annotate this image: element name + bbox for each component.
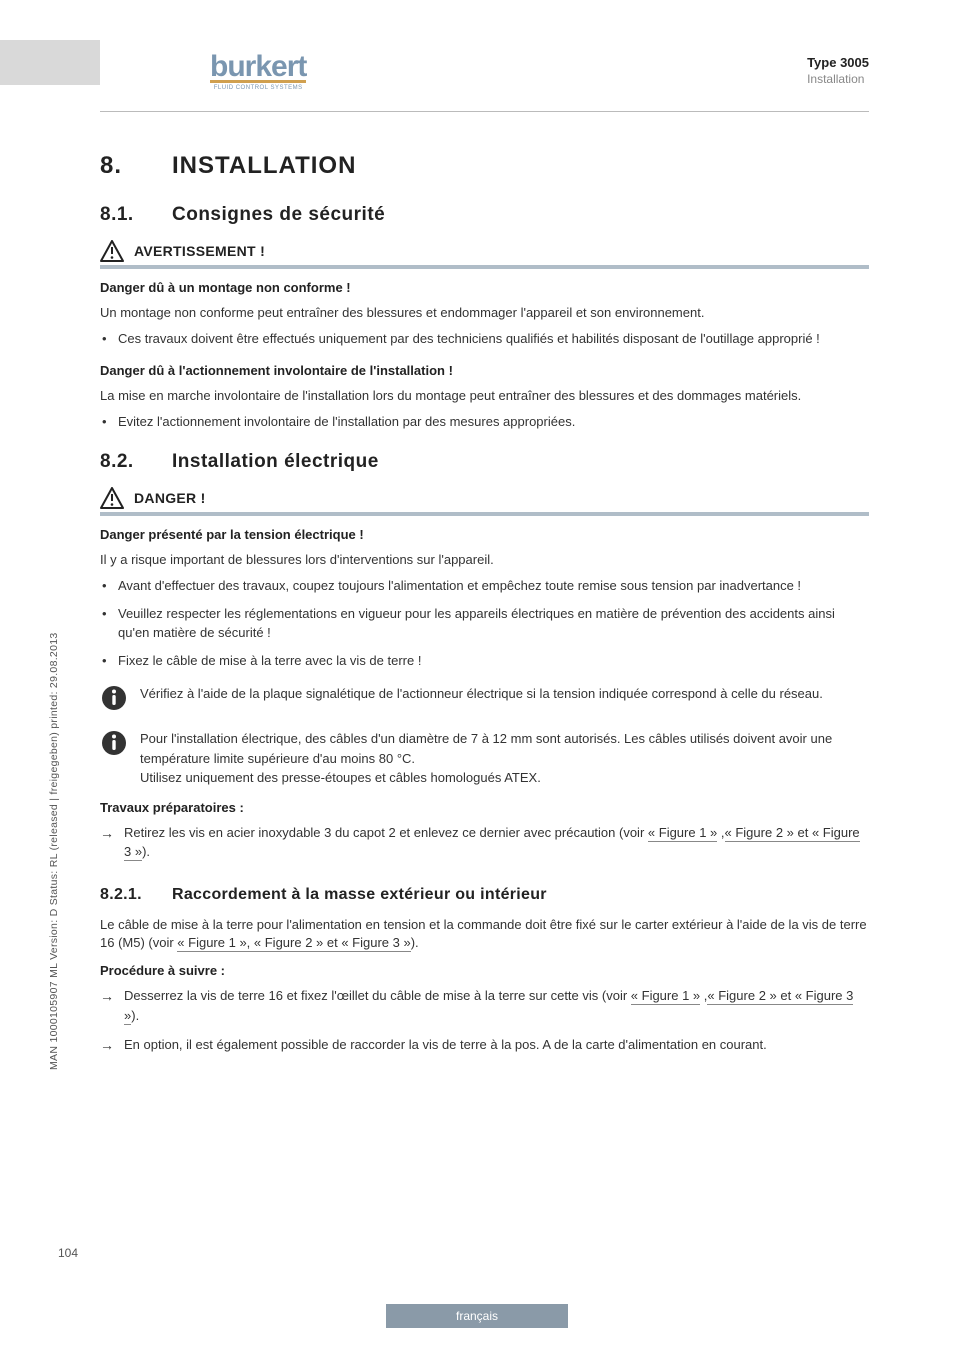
warning-triangle-icon: [100, 240, 124, 262]
subsub-title: Raccordement à la masse extérieur ou int…: [172, 886, 547, 903]
section-label: Installation: [807, 72, 869, 86]
figure-link[interactable]: « Figure 1 »: [631, 988, 700, 1005]
danger-header: DANGER !: [100, 487, 869, 509]
info-circle-icon: [100, 684, 128, 717]
warning-header: AVERTISSEMENT !: [100, 240, 869, 262]
arrow-icon: →: [100, 823, 118, 844]
figure-link[interactable]: « Figure 1 »: [648, 825, 717, 842]
note-row-2: Pour l'installation électrique, des câbl…: [100, 729, 869, 788]
page-header: burkert FLUID CONTROL SYSTEMS Type 3005 …: [210, 50, 869, 91]
note-text: Pour l'installation électrique, des câbl…: [140, 729, 869, 788]
text-fragment: ).: [131, 1008, 139, 1023]
language-pill: français: [386, 1304, 568, 1328]
warning-block2-para: La mise en marche involontaire de l'inst…: [100, 387, 869, 406]
danger-list: Avant d'effectuer des travaux, coupez to…: [100, 576, 869, 670]
text-fragment: Retirez les vis en acier inoxydable 3 du…: [124, 825, 648, 840]
warning-rule: [100, 265, 869, 269]
subsection-number: 8.1.: [100, 204, 172, 226]
text-fragment: ,: [717, 825, 724, 840]
warning-block1-list: Ces travaux doivent être effectués uniqu…: [100, 329, 869, 349]
side-document-id: MAN 1000105907 ML Version: D Status: RL …: [48, 633, 60, 1071]
danger-para: Il y a risque important de blessures lor…: [100, 551, 869, 570]
section-heading: 8.INSTALLATION: [100, 152, 869, 180]
subsub-number: 8.2.1.: [100, 886, 172, 904]
prep-text: Retirez les vis en acier inoxydable 3 du…: [124, 823, 869, 862]
note-text: Vérifiez à l'aide de la plaque signaléti…: [140, 684, 823, 704]
list-item: Fixez le câble de mise à la terre avec l…: [100, 651, 869, 671]
figure-link[interactable]: « Figure 1 », « Figure 2 » et « Figure 3…: [177, 935, 410, 952]
header-right: Type 3005 Installation: [807, 55, 869, 86]
procedure-step-1: → Desserrez la vis de terre 16 et fixez …: [100, 986, 869, 1025]
p-8-2-1: Le câble de mise à la terre pour l'alime…: [100, 916, 869, 954]
list-item: Ces travaux doivent être effectués uniqu…: [100, 329, 869, 349]
danger-label: DANGER !: [134, 490, 206, 506]
note2-line2: Utilisez uniquement des presse-étoupes e…: [140, 770, 541, 785]
logo-underline: [210, 80, 306, 83]
footer-language: français: [0, 1304, 954, 1328]
info-circle-icon: [100, 729, 128, 762]
prep-step: → Retirez les vis en acier inoxydable 3 …: [100, 823, 869, 862]
text-fragment: ).: [411, 935, 419, 950]
text-fragment: Desserrez la vis de terre 16 et fixez l'…: [124, 988, 631, 1003]
proc1-text: Desserrez la vis de terre 16 et fixez l'…: [124, 986, 869, 1025]
danger-title: Danger présenté par la tension électriqu…: [100, 526, 869, 545]
note2-line1: Pour l'installation électrique, des câbl…: [140, 731, 832, 766]
danger-rule: [100, 512, 869, 516]
list-item: Evitez l'actionnement involontaire de l'…: [100, 412, 869, 432]
list-item: Veuillez respecter les réglementations e…: [100, 604, 869, 643]
arrow-icon: →: [100, 986, 118, 1007]
list-item: Avant d'effectuer des travaux, coupez to…: [100, 576, 869, 596]
page-number: 104: [58, 1246, 78, 1260]
subsection-heading-8-1: 8.1.Consignes de sécurité: [100, 204, 869, 226]
warning-block1-para: Un montage non conforme peut entraîner d…: [100, 304, 869, 323]
header-divider: [100, 111, 869, 112]
type-label: Type 3005: [807, 55, 869, 70]
warning-block2-title: Danger dû à l'actionnement involontaire …: [100, 362, 869, 381]
header-grey-tab: [0, 40, 100, 85]
subsection-title: Consignes de sécurité: [172, 204, 385, 225]
warning-block1-title: Danger dû à un montage non conforme !: [100, 279, 869, 298]
logo-subtitle: FLUID CONTROL SYSTEMS: [214, 85, 303, 91]
warning-block2-list: Evitez l'actionnement involontaire de l'…: [100, 412, 869, 432]
procedure-step-2: → En option, il est également possible d…: [100, 1035, 869, 1056]
warning-label: AVERTISSEMENT !: [134, 243, 265, 259]
note-row-1: Vérifiez à l'aide de la plaque signaléti…: [100, 684, 869, 717]
proc2-text: En option, il est également possible de …: [124, 1035, 767, 1055]
section-number: 8.: [100, 152, 172, 180]
arrow-icon: →: [100, 1035, 118, 1056]
procedure-label: Procédure à suivre :: [100, 963, 869, 978]
logo-text: burkert: [210, 50, 306, 84]
warning-triangle-icon: [100, 487, 124, 509]
subsection-number: 8.2.: [100, 451, 172, 473]
prep-label: Travaux préparatoires :: [100, 800, 869, 815]
subsubsection-heading-8-2-1: 8.2.1.Raccordement à la masse extérieur …: [100, 886, 869, 904]
text-fragment: ).: [142, 844, 150, 859]
subsection-title: Installation électrique: [172, 451, 379, 472]
subsection-heading-8-2: 8.2.Installation électrique: [100, 451, 869, 473]
section-title: INSTALLATION: [172, 152, 356, 179]
brand-logo: burkert FLUID CONTROL SYSTEMS: [210, 50, 306, 91]
